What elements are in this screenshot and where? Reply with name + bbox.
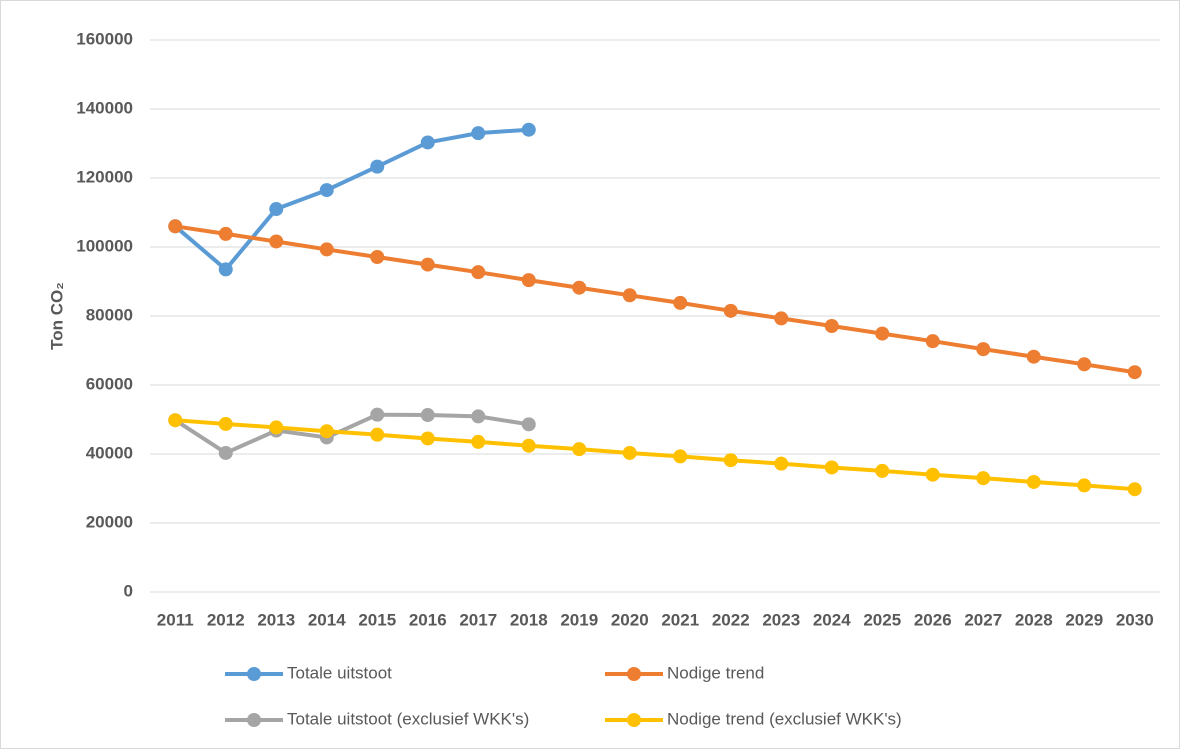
- data-point: [370, 407, 385, 422]
- data-point: [1077, 357, 1092, 372]
- x-tick-label: 2028: [1015, 610, 1053, 629]
- x-tick-label: 2024: [813, 610, 851, 629]
- data-point: [976, 471, 991, 486]
- data-point: [218, 226, 233, 241]
- x-tick-label: 2015: [358, 610, 396, 629]
- y-tick-label: 160000: [76, 29, 133, 48]
- data-point: [319, 242, 334, 257]
- data-point: [420, 257, 435, 272]
- y-tick-label: 140000: [76, 98, 133, 117]
- x-tick-label: 2023: [762, 610, 800, 629]
- x-tick-label: 2017: [459, 610, 497, 629]
- data-point: [168, 219, 183, 234]
- data-point: [471, 126, 486, 141]
- data-point: [1026, 474, 1041, 489]
- data-point: [319, 183, 334, 198]
- y-tick-label: 40000: [86, 443, 133, 462]
- x-tick-label: 2022: [712, 610, 750, 629]
- data-point: [824, 460, 839, 475]
- data-point: [925, 467, 940, 482]
- data-point: [471, 265, 486, 280]
- data-point: [824, 319, 839, 334]
- y-tick-label: 60000: [86, 374, 133, 393]
- data-point: [218, 416, 233, 431]
- data-point: [319, 424, 334, 439]
- y-tick-label: 100000: [76, 236, 133, 255]
- x-tick-label: 2027: [964, 610, 1002, 629]
- data-point: [269, 202, 284, 217]
- data-point: [370, 427, 385, 442]
- data-point: [521, 122, 536, 137]
- data-point: [269, 420, 284, 435]
- data-point: [723, 303, 738, 318]
- legend-label: Totale uitstoot: [287, 663, 392, 682]
- data-point: [218, 262, 233, 277]
- data-point: [471, 409, 486, 424]
- data-point: [471, 434, 486, 449]
- data-point: [875, 463, 890, 478]
- series-line: [175, 418, 1135, 492]
- legend-label: Nodige trend (exclusief WKK's): [667, 709, 902, 728]
- x-tick-label: 2013: [257, 610, 295, 629]
- x-tick-label: 2018: [510, 610, 548, 629]
- data-point: [925, 334, 940, 349]
- data-point: [572, 442, 587, 457]
- data-point: [521, 417, 536, 432]
- data-point: [269, 234, 284, 249]
- data-point: [673, 449, 688, 464]
- legend-label: Nodige trend: [667, 663, 764, 682]
- data-point: [521, 438, 536, 453]
- data-point: [370, 250, 385, 265]
- y-tick-label: 0: [124, 581, 133, 600]
- y-tick-label: 80000: [86, 305, 133, 324]
- x-tick-label: 2011: [157, 610, 194, 629]
- y-tick-label: 120000: [76, 167, 133, 186]
- x-tick-label: 2021: [661, 610, 699, 629]
- data-point: [572, 280, 587, 295]
- x-tick-label: 2030: [1116, 610, 1154, 629]
- legend-marker: [627, 713, 641, 727]
- data-point: [1127, 482, 1142, 497]
- x-tick-label: 2020: [611, 610, 649, 629]
- x-tick-label: 2016: [409, 610, 447, 629]
- x-tick-label: 2026: [914, 610, 952, 629]
- data-point: [370, 159, 385, 174]
- series-line: [174, 224, 1136, 375]
- data-point: [875, 326, 890, 341]
- y-tick-label: 20000: [86, 512, 133, 531]
- data-point: [168, 413, 183, 428]
- data-point: [723, 453, 738, 468]
- legend-marker: [247, 713, 261, 727]
- data-point: [1077, 478, 1092, 493]
- data-point: [1026, 349, 1041, 364]
- data-point: [622, 445, 637, 460]
- x-tick-label: 2025: [863, 610, 901, 629]
- x-tick-label: 2019: [560, 610, 598, 629]
- x-tick-label: 2014: [308, 610, 346, 629]
- data-point: [774, 456, 789, 471]
- data-point: [218, 445, 233, 460]
- data-point: [976, 342, 991, 357]
- series-line: [174, 412, 530, 455]
- data-point: [420, 431, 435, 446]
- y-axis-label: Ton CO₂: [47, 282, 66, 350]
- series-line: [173, 127, 529, 272]
- data-point: [521, 273, 536, 288]
- x-tick-label: 2029: [1065, 610, 1103, 629]
- data-point: [420, 135, 435, 150]
- data-point: [673, 295, 688, 310]
- data-point: [774, 311, 789, 326]
- data-point: [1127, 365, 1142, 380]
- legend-marker: [627, 667, 641, 681]
- legend-label: Totale uitstoot (exclusief WKK's): [287, 709, 529, 728]
- legend-marker: [247, 667, 261, 681]
- data-point: [622, 288, 637, 303]
- x-tick-label: 2012: [207, 610, 245, 629]
- data-point: [420, 408, 435, 423]
